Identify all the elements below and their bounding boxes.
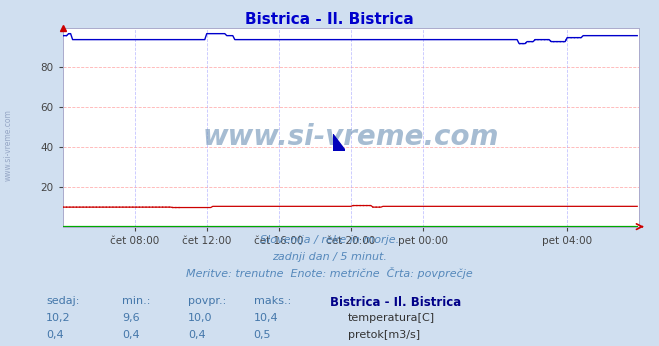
Text: 10,0: 10,0 (188, 313, 212, 323)
Text: www.si-vreme.com: www.si-vreme.com (203, 123, 499, 151)
Text: Bistrica - Il. Bistrica: Bistrica - Il. Bistrica (245, 12, 414, 27)
Text: 10,2: 10,2 (46, 313, 71, 323)
Text: povpr.:: povpr.: (188, 296, 226, 306)
Text: Slovenija / reke in morje.: Slovenija / reke in morje. (260, 235, 399, 245)
Text: 9,6: 9,6 (122, 313, 140, 323)
Polygon shape (333, 134, 345, 151)
Text: 0,4: 0,4 (188, 330, 206, 340)
Text: 0,4: 0,4 (122, 330, 140, 340)
Text: www.si-vreme.com: www.si-vreme.com (3, 109, 13, 181)
Text: maks.:: maks.: (254, 296, 291, 306)
Text: sedaj:: sedaj: (46, 296, 80, 306)
Text: 0,5: 0,5 (254, 330, 272, 340)
Text: Meritve: trenutne  Enote: metrične  Črta: povprečje: Meritve: trenutne Enote: metrične Črta: … (186, 267, 473, 280)
Text: zadnji dan / 5 minut.: zadnji dan / 5 minut. (272, 252, 387, 262)
Text: pretok[m3/s]: pretok[m3/s] (348, 330, 420, 340)
Text: Bistrica - Il. Bistrica: Bistrica - Il. Bistrica (330, 296, 461, 309)
Text: temperatura[C]: temperatura[C] (348, 313, 435, 323)
Text: 0,4: 0,4 (46, 330, 64, 340)
Text: 10,4: 10,4 (254, 313, 278, 323)
Text: min.:: min.: (122, 296, 150, 306)
